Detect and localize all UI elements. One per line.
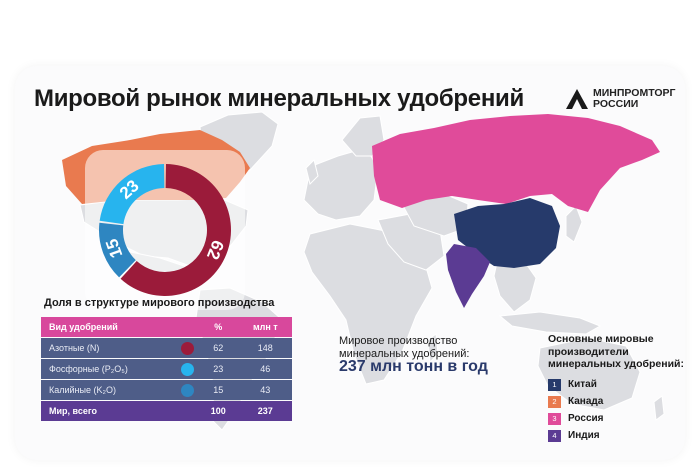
map-australia xyxy=(537,337,641,411)
legend-swatch: 4 xyxy=(548,429,561,442)
row-pct: 62 xyxy=(197,338,239,358)
legend-swatch: 1 xyxy=(548,378,561,391)
logo-line-2: РОССИИ xyxy=(593,98,639,110)
table-total-row: Мир, всего 100 237 xyxy=(41,401,292,421)
table-header-mt: млн т xyxy=(238,317,292,337)
legend-label: Канада xyxy=(568,396,604,407)
production-label: Мировое производство минеральных удобрен… xyxy=(339,335,470,360)
legend-item-china: 1 Китай xyxy=(548,376,604,393)
legend: 1 Китай 2 Канада 3 Россия 4 Индия xyxy=(548,376,604,444)
table-header-dot xyxy=(165,317,198,337)
row-name: Азотные (N) xyxy=(41,338,166,358)
table-header-row: Вид удобрений % млн т xyxy=(41,317,292,337)
legend-label: Китай xyxy=(568,379,597,390)
row-pct: 23 xyxy=(197,359,239,379)
table-row: Калийные (K₂O) 15 43 xyxy=(41,380,292,400)
total-dot-cell xyxy=(165,401,198,421)
legend-swatch: 2 xyxy=(548,395,561,408)
donut-slice xyxy=(99,222,136,278)
legend-item-india: 4 Индия xyxy=(548,427,604,444)
logo-text: МИНПРОМТОРГ РОССИИ xyxy=(593,88,675,110)
production-value: 237 млн тонн в год xyxy=(339,358,488,375)
donut-slice xyxy=(120,164,231,296)
legend-item-canada: 2 Канада xyxy=(548,393,604,410)
row-name: Калийные (K₂O) xyxy=(41,380,166,400)
map-india xyxy=(446,244,490,308)
row-mt: 148 xyxy=(238,338,292,358)
potash-dot xyxy=(180,383,194,397)
table-header-type: Вид удобрений xyxy=(41,317,166,337)
map-new-zealand xyxy=(653,395,665,421)
legend-title: Основные мировые производители минеральн… xyxy=(548,333,684,370)
donut-chart: 62 15 23 xyxy=(85,150,245,310)
table-row: Азотные (N) 62 148 xyxy=(41,338,292,358)
total-mt: 237 xyxy=(238,401,292,421)
page-title: Мировой рынок минеральных удобрений xyxy=(34,85,524,112)
logo-line-1: МИНПРОМТОРГ xyxy=(593,87,676,99)
map-russia xyxy=(372,114,660,212)
legend-swatch: 3 xyxy=(548,412,561,425)
row-dot-cell xyxy=(165,380,198,400)
table-header-pct: % xyxy=(197,317,239,337)
fertilizer-table: Вид удобрений % млн т Азотные (N) 62 148… xyxy=(41,316,292,422)
row-pct: 15 xyxy=(197,380,239,400)
map-indonesia xyxy=(498,311,602,335)
table-row: Фосфорные (P₂O₅) 23 46 xyxy=(41,359,292,379)
map-uk xyxy=(305,159,319,185)
row-dot-cell xyxy=(165,338,198,358)
logo-triangle-icon xyxy=(566,89,588,109)
nitrogen-dot xyxy=(180,341,194,355)
legend-label: Индия xyxy=(568,430,600,441)
row-name: Фосфорные (P₂O₅) xyxy=(41,359,166,379)
phosphate-dot xyxy=(180,362,194,376)
legend-item-russia: 3 Россия xyxy=(548,410,604,427)
map-china xyxy=(454,198,560,268)
map-madagascar xyxy=(427,333,439,364)
map-japan xyxy=(565,205,583,243)
row-dot-cell xyxy=(165,359,198,379)
donut-slice xyxy=(99,164,165,225)
share-title: Доля в структуре мирового производства xyxy=(44,297,275,309)
total-pct: 100 xyxy=(197,401,239,421)
row-mt: 43 xyxy=(238,380,292,400)
total-name: Мир, всего xyxy=(41,401,166,421)
map-europe xyxy=(303,147,379,221)
row-mt: 46 xyxy=(238,359,292,379)
logo: МИНПРОМТОРГ РОССИИ xyxy=(565,88,675,110)
legend-label: Россия xyxy=(568,413,604,424)
